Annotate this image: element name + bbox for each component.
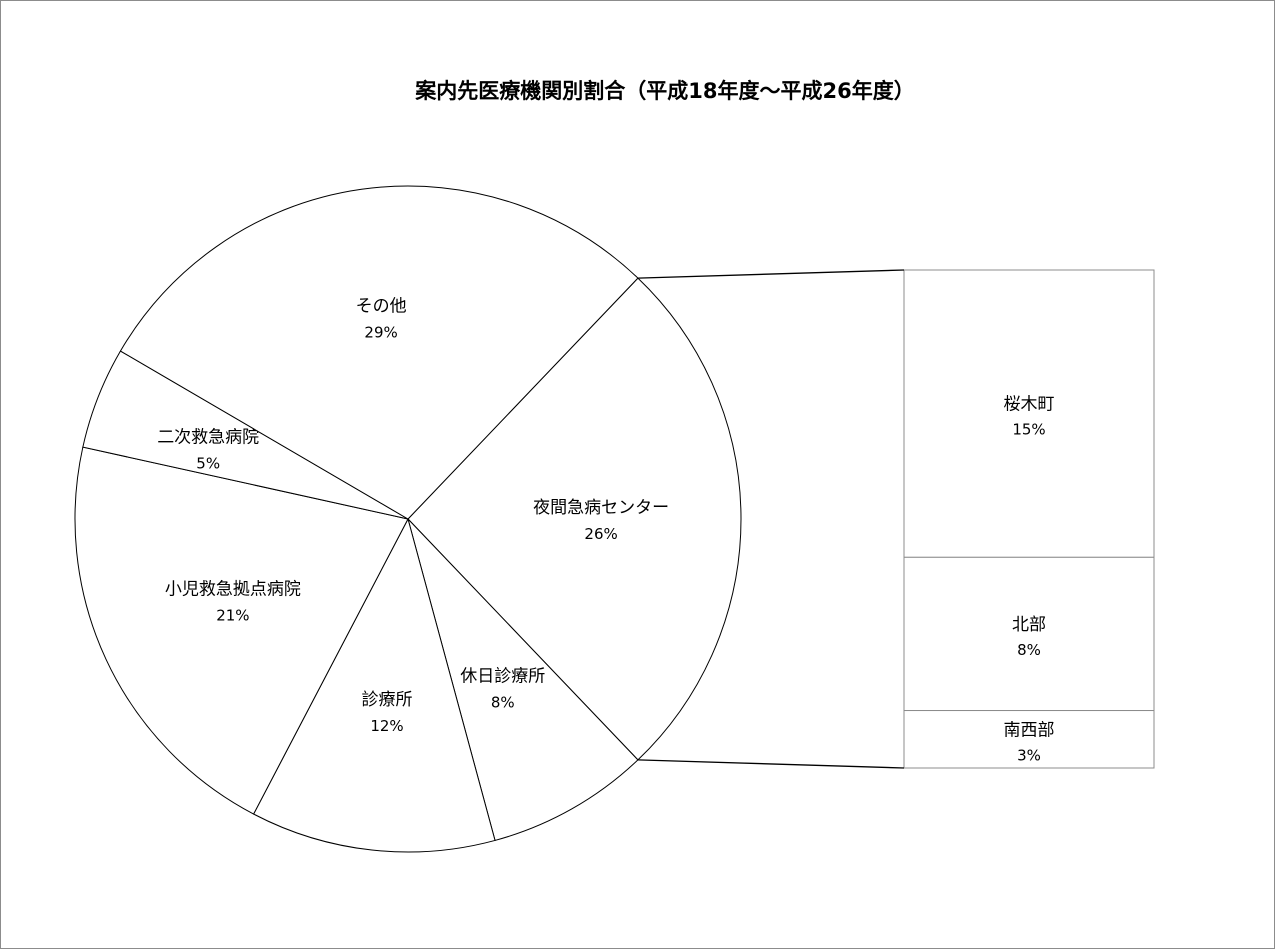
connector-lines	[637, 269, 905, 769]
breakdown-bar: 桜木町 15% 北部 8% 南西部 3%	[903, 269, 1155, 769]
slice-value-label-1: 26%	[584, 525, 617, 543]
bar-label-2: 北部	[1012, 615, 1046, 635]
bar-segment-2	[903, 556, 1155, 712]
bar-value-label-1: 15%	[1012, 421, 1045, 439]
slice-label-5: 二次救急病院	[157, 428, 259, 448]
slice-value-label-5: 5%	[196, 455, 220, 473]
chart-title: 案内先医療機関別割合（平成18年度～平成26年度）	[414, 79, 914, 103]
bar-label-3: 南西部	[1004, 720, 1055, 740]
pie-slice-6	[119, 185, 639, 520]
bar-segment-1	[903, 269, 1155, 558]
connector-line-top	[637, 269, 905, 279]
slice-label-1: 夜間急病センター	[533, 498, 669, 518]
slice-label-6: その他	[356, 297, 407, 317]
pie-slice-1	[407, 277, 742, 761]
slice-label-4: 小児救急拠点病院	[165, 580, 301, 600]
slice-value-label-2: 8%	[491, 693, 515, 711]
pie-slice-2	[407, 518, 639, 842]
pie: 夜間急病センター 26% 休日診療所 8% 診療所 12% 小児救急拠点病院 21% 二次救急病…	[74, 185, 742, 853]
slice-label-3: 診療所	[362, 690, 413, 710]
bar-label-1: 桜木町	[1004, 395, 1055, 415]
slice-value-label-3: 12%	[370, 717, 403, 735]
slice-label-2: 休日診療所	[460, 666, 545, 686]
bar-value-label-2: 8%	[1017, 641, 1041, 659]
pie-slice-4	[74, 446, 409, 815]
slice-value-label-6: 29%	[364, 324, 397, 342]
bar-value-label-3: 3%	[1017, 746, 1041, 764]
slice-value-label-4: 21%	[216, 607, 249, 625]
bar-segment-3	[903, 710, 1155, 769]
pie-slice-3	[252, 517, 496, 853]
connector-line-bottom	[637, 759, 905, 769]
